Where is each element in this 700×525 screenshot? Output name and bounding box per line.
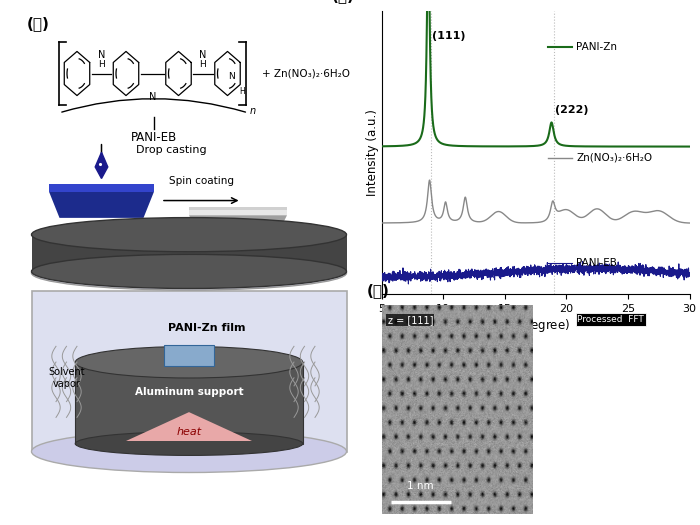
Text: N: N xyxy=(199,50,206,60)
Text: (다): (다) xyxy=(367,284,389,299)
Text: (222): (222) xyxy=(555,104,589,114)
Point xyxy=(643,380,654,388)
Text: H: H xyxy=(98,60,105,69)
Text: SVTA: SVTA xyxy=(245,244,272,255)
Point xyxy=(605,472,617,481)
Point xyxy=(591,373,602,381)
Text: Processed  FFT: Processed FFT xyxy=(578,315,644,324)
Text: (111): (111) xyxy=(432,31,466,41)
Text: 1 nm: 1 nm xyxy=(407,481,434,491)
Text: (404): (404) xyxy=(620,340,643,360)
Point xyxy=(591,438,602,446)
Text: PANI-EB: PANI-EB xyxy=(576,258,617,268)
FancyBboxPatch shape xyxy=(164,345,214,366)
Point xyxy=(561,372,573,380)
Text: Zn(NO₃)₂·6H₂O: Zn(NO₃)₂·6H₂O xyxy=(576,153,652,163)
Text: N: N xyxy=(228,71,235,81)
Ellipse shape xyxy=(32,217,346,252)
Text: Solvent
vapor: Solvent vapor xyxy=(48,367,85,389)
Polygon shape xyxy=(49,192,154,218)
Point xyxy=(570,424,581,433)
Text: Drop casting: Drop casting xyxy=(136,144,207,155)
Text: + Zn(NO₃)₂·6H₂O: + Zn(NO₃)₂·6H₂O xyxy=(262,68,351,79)
Point xyxy=(605,367,617,375)
Polygon shape xyxy=(126,412,252,441)
Polygon shape xyxy=(49,184,154,192)
Y-axis label: Intensity (a.u.): Intensity (a.u.) xyxy=(365,109,379,196)
Text: PANI-EB: PANI-EB xyxy=(131,131,177,144)
Text: PANI-Zn: PANI-Zn xyxy=(576,43,617,52)
Text: Spin coating: Spin coating xyxy=(169,176,234,186)
Point xyxy=(635,416,646,424)
Point xyxy=(605,338,617,347)
X-axis label: 2$\theta$ (degree): 2$\theta$ (degree) xyxy=(500,317,570,333)
Point xyxy=(620,438,631,446)
Point xyxy=(561,439,573,447)
FancyBboxPatch shape xyxy=(76,362,302,444)
Text: heat: heat xyxy=(176,427,202,437)
Text: (가): (가) xyxy=(27,16,49,31)
Point xyxy=(649,372,660,380)
Polygon shape xyxy=(189,215,287,236)
Text: (440): (440) xyxy=(643,382,671,417)
Text: PANI-Zn film: PANI-Zn film xyxy=(168,323,245,333)
Text: N: N xyxy=(98,50,105,60)
Ellipse shape xyxy=(76,346,302,378)
Point xyxy=(570,386,581,395)
Point xyxy=(640,424,652,433)
Point xyxy=(605,444,617,452)
Ellipse shape xyxy=(32,254,346,289)
Point xyxy=(640,386,652,395)
Ellipse shape xyxy=(76,432,302,455)
Polygon shape xyxy=(95,152,108,179)
Polygon shape xyxy=(189,207,287,215)
Ellipse shape xyxy=(32,430,346,473)
FancyBboxPatch shape xyxy=(32,291,346,452)
Point xyxy=(605,405,617,414)
Text: (나): (나) xyxy=(332,0,355,3)
Text: N: N xyxy=(148,92,156,102)
Point xyxy=(577,405,588,414)
Point xyxy=(649,439,660,447)
Text: z = [111]: z = [111] xyxy=(388,315,433,325)
Text: $n$: $n$ xyxy=(249,106,257,116)
Text: Aluminum support: Aluminum support xyxy=(134,387,244,397)
Point xyxy=(620,373,631,381)
Text: (044): (044) xyxy=(640,356,663,381)
Text: H: H xyxy=(239,87,245,96)
Point xyxy=(624,359,636,368)
Point xyxy=(634,405,645,414)
Text: H: H xyxy=(199,60,206,69)
Polygon shape xyxy=(189,210,287,215)
FancyBboxPatch shape xyxy=(32,235,346,271)
Ellipse shape xyxy=(32,256,346,290)
